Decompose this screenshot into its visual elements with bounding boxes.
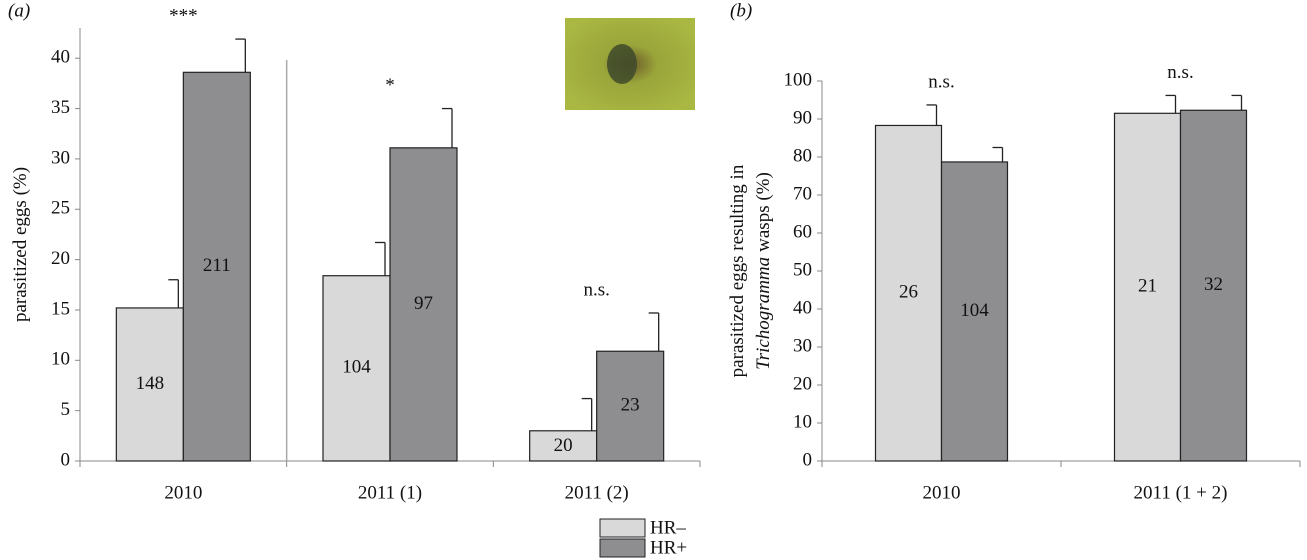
significance: *** (169, 5, 198, 26)
y-tick-label: 60 (793, 221, 812, 242)
x-tick-label: 2010 (923, 482, 961, 503)
y-tick-label: 40 (793, 297, 812, 318)
y-tick-label: 10 (51, 349, 70, 370)
legend-swatch (600, 539, 645, 557)
significance: n.s. (928, 71, 954, 92)
y-tick-label: 80 (793, 145, 812, 166)
panel-label: (a) (8, 0, 30, 21)
y-tick-label: 0 (61, 449, 71, 470)
significance: n.s. (583, 279, 609, 300)
y-label-part: parasitized eggs (%) (10, 167, 31, 322)
y-tick-label: 0 (803, 449, 813, 470)
y-tick-label: 20 (793, 373, 812, 394)
sample-size: 148 (136, 373, 165, 394)
sample-size: 104 (960, 300, 989, 321)
sample-size: 104 (342, 357, 371, 378)
legend-label: HR– (650, 517, 686, 538)
significance: * (385, 75, 395, 96)
y-tick-label: 70 (793, 183, 812, 204)
x-tick-label: 2011 (1 + 2) (1134, 482, 1228, 503)
y-label-part: wasps (%) (753, 172, 774, 252)
sample-size: 97 (414, 293, 433, 314)
sample-size: 20 (554, 435, 573, 456)
y-tick-label: 100 (784, 69, 813, 90)
y-label-part: Trichogramma (753, 257, 774, 370)
y-tick-label: 50 (793, 259, 812, 280)
y-axis-label: parasitized eggs (%) (10, 167, 31, 322)
panel-label: (b) (730, 0, 752, 21)
y-tick-label: 15 (51, 298, 70, 319)
y-tick-label: 25 (51, 198, 70, 219)
photo-egg (607, 44, 637, 84)
legend-label: HR+ (650, 537, 687, 558)
y-tick-label: 90 (793, 107, 812, 128)
y-tick-label: 40 (51, 47, 70, 68)
x-tick-label: 2010 (164, 482, 202, 503)
significance: n.s. (1167, 62, 1193, 83)
y-tick-label: 30 (793, 335, 812, 356)
sample-size: 26 (899, 282, 918, 303)
y-tick-label: 35 (51, 97, 70, 118)
x-tick-label: 2011 (1) (358, 482, 422, 503)
y-tick-label: 20 (51, 248, 70, 269)
y-label-part: parasitized eggs resulting in (727, 164, 748, 377)
y-tick-label: 5 (61, 399, 71, 420)
y-tick-label: 10 (793, 411, 812, 432)
sample-size: 32 (1204, 274, 1223, 295)
sample-size: 23 (621, 394, 640, 415)
legend-swatch (600, 519, 645, 537)
sample-size: 21 (1138, 276, 1157, 297)
y-tick-label: 30 (51, 147, 70, 168)
sample-size: 211 (203, 255, 231, 276)
figure: (a) parasitized eggs (%) 0 5 10 15 20 25 30 35 40 2… (0, 0, 1307, 560)
x-tick-label: 2011 (2) (565, 482, 629, 503)
